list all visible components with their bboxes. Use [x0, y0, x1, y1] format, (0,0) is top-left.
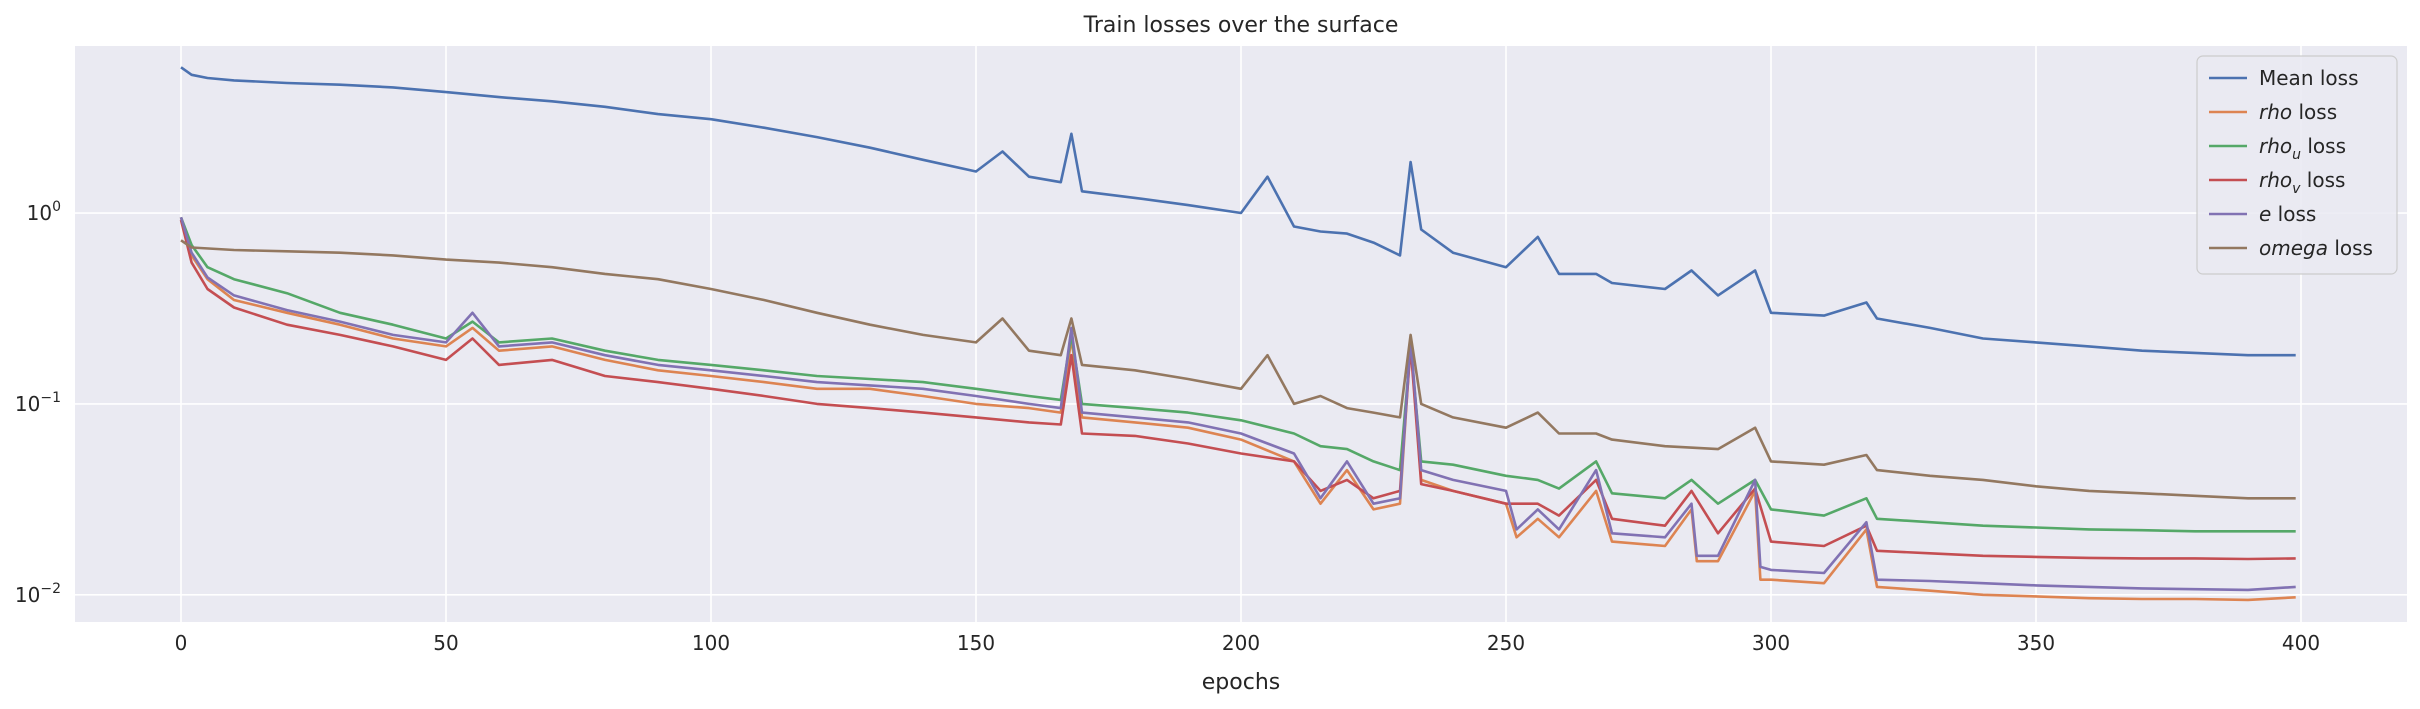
legend-text: Mean loss	[2259, 66, 2358, 90]
legend-math-name: omega	[2259, 236, 2328, 260]
legend-math-name: rho	[2259, 134, 2292, 158]
x-tick-label: 50	[433, 631, 458, 655]
x-tick-label: 400	[2282, 631, 2320, 655]
x-tick-label: 0	[175, 631, 188, 655]
y-tick-exponent: −1	[40, 390, 61, 406]
series-line-0	[180, 66, 2296, 357]
y-tick-label: 10−1	[15, 390, 61, 416]
legend-box	[2196, 55, 2398, 275]
y-tick-exponent: 0	[52, 199, 61, 215]
legend-entry: e loss	[2259, 202, 2316, 226]
chart-title: Train losses over the surface	[1083, 13, 1399, 38]
y-tick-base: 10	[15, 392, 40, 416]
y-tick-base: 10	[27, 201, 52, 225]
legend-entry: omega loss	[2259, 236, 2373, 260]
legend-entry: rho loss	[2259, 100, 2337, 124]
x-tick-label: 250	[1487, 631, 1525, 655]
y-tick-label: 100	[27, 199, 61, 225]
legend-math-name: rho	[2259, 100, 2292, 124]
series-layer	[179, 66, 2296, 602]
legend-text: loss	[2271, 202, 2316, 226]
x-tick-label: 200	[1222, 631, 1260, 655]
y-tick-exponent: −2	[40, 581, 61, 597]
y-tick-label: 10−2	[15, 581, 61, 607]
legend-math-name: rho	[2259, 168, 2292, 192]
legend-text: loss	[2301, 134, 2346, 158]
legend-text: loss	[2292, 100, 2337, 124]
y-tick-base: 10	[15, 583, 40, 607]
legend-entry: rhov loss	[2259, 168, 2345, 197]
x-tick-label: 300	[1752, 631, 1790, 655]
series-line-5	[180, 239, 2296, 500]
x-tick-label: 150	[957, 631, 995, 655]
x-tick-label: 350	[2017, 631, 2055, 655]
x-tick-label: 100	[692, 631, 730, 655]
legend-text: loss	[2328, 236, 2373, 260]
legend-text: loss	[2300, 168, 2345, 192]
legend-entry: Mean loss	[2259, 66, 2358, 90]
x-axis-ticks: 0 50 100 150 200 250 300 350 400	[175, 631, 2320, 655]
series-line-2	[179, 216, 2296, 533]
legend-subscript: u	[2292, 147, 2301, 163]
legend-entry: rhou loss	[2259, 134, 2346, 163]
legend-subscript: v	[2292, 181, 2301, 197]
x-axis-label: epochs	[1202, 670, 1280, 695]
legend-math-name: e	[2259, 202, 2271, 226]
series-line-4	[179, 216, 2296, 592]
